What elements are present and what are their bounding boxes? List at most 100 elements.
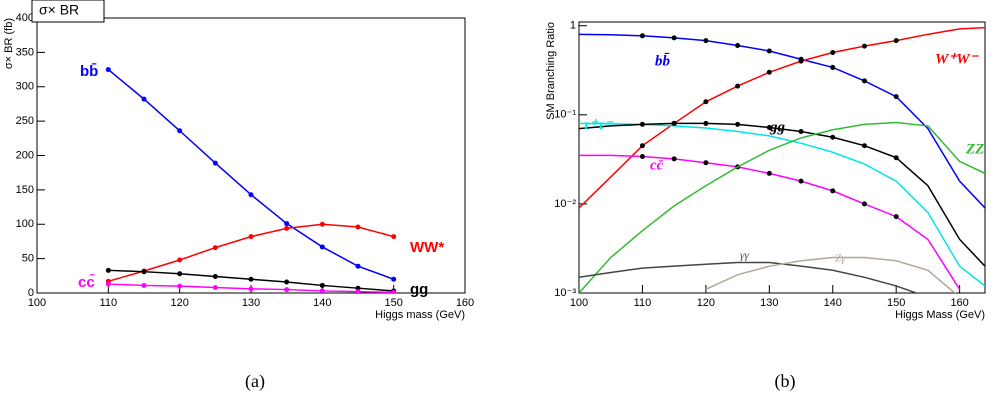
marker: [105, 67, 111, 73]
marker: [248, 234, 254, 240]
series-line: [579, 122, 985, 267]
marker: [319, 282, 325, 288]
y-tick-label: 150: [16, 184, 34, 196]
x-tick-label: 150: [384, 297, 402, 309]
marker: [105, 267, 111, 273]
marker: [284, 225, 290, 231]
series-line: [579, 261, 919, 293]
y-axis-label: σ× BR (fb): [3, 18, 15, 69]
x-tick-label: 140: [313, 297, 331, 309]
series-label: gg: [410, 281, 428, 298]
marker: [212, 245, 218, 251]
marker: [861, 143, 867, 149]
series-label: ZZ: [965, 141, 984, 157]
marker: [391, 276, 397, 282]
marker: [248, 286, 254, 292]
y-tick-label: 10⁻²: [554, 198, 576, 210]
marker: [893, 214, 899, 220]
marker: [355, 263, 361, 269]
marker: [671, 156, 677, 162]
marker: [639, 121, 645, 127]
y-tick-label: 10⁻¹: [554, 109, 576, 121]
marker: [355, 224, 361, 230]
marker: [703, 99, 709, 105]
x-tick-label: 100: [28, 297, 46, 309]
plot-area: [579, 26, 985, 293]
marker: [319, 221, 325, 227]
series-label: WW*: [410, 239, 444, 256]
marker: [639, 143, 645, 149]
series-label: bb̄: [80, 62, 98, 80]
marker: [735, 83, 741, 89]
marker: [861, 78, 867, 84]
x-tick-label: 120: [170, 297, 188, 309]
x-tick-label: 160: [950, 297, 968, 309]
x-tick-label: 160: [456, 297, 474, 309]
x-tick-label: 130: [760, 297, 778, 309]
y-tick-label: 400: [16, 12, 34, 24]
y-tick-label: 1: [570, 20, 576, 32]
marker: [703, 38, 709, 44]
series-line: [107, 68, 394, 280]
x-tick-label: 120: [697, 297, 715, 309]
marker: [212, 274, 218, 279]
marker: [177, 128, 183, 134]
series-line: [579, 33, 985, 209]
marker: [893, 155, 899, 161]
marker: [212, 285, 218, 290]
y-tick-label: 350: [16, 46, 34, 58]
plot-frame: [578, 21, 986, 294]
y-tick-label: 10⁻³: [554, 287, 576, 299]
x-tick-label: 100: [570, 297, 588, 309]
marker: [798, 178, 804, 184]
caption: (a): [245, 371, 265, 392]
marker: [284, 221, 290, 227]
marker: [735, 42, 741, 48]
x-tick-label: 110: [100, 297, 118, 309]
marker: [766, 170, 772, 176]
y-tick-label: 250: [16, 115, 34, 127]
marker: [391, 289, 397, 293]
marker: [766, 69, 772, 75]
marker: [391, 234, 397, 240]
y-tick-label: 50: [22, 253, 34, 265]
x-axis-label: Higgs mass (GeV): [375, 309, 465, 321]
marker: [639, 154, 645, 160]
plot-area: [105, 67, 397, 293]
marker: [703, 160, 709, 166]
marker: [798, 58, 804, 64]
marker: [830, 64, 836, 70]
marker: [830, 134, 836, 140]
series-line: [579, 121, 985, 293]
marker: [105, 281, 111, 287]
marker: [766, 48, 772, 54]
plot-frame: [36, 17, 466, 294]
series-label: bb̄: [655, 53, 671, 69]
chart-title: σ× BR: [39, 2, 79, 18]
series-label: cc̄: [78, 273, 95, 291]
marker: [671, 120, 677, 126]
marker: [830, 188, 836, 194]
x-axis-label: Higgs Mass (GeV): [895, 309, 985, 321]
y-tick-label: 300: [16, 81, 34, 93]
series-line: [579, 26, 985, 209]
marker: [355, 285, 361, 291]
y-tick-label: 0: [28, 287, 34, 299]
marker: [319, 288, 325, 293]
marker: [735, 121, 741, 127]
series-label: Zγ: [835, 253, 846, 265]
series-label: τ⁺τ⁻: [583, 117, 614, 133]
series-label: gg: [769, 119, 786, 135]
marker: [248, 276, 254, 282]
series-label: γγ: [740, 250, 749, 262]
x-tick-label: 150: [887, 297, 905, 309]
marker: [248, 192, 254, 198]
series-label: W⁺W⁻: [935, 51, 980, 67]
marker: [141, 96, 147, 102]
marker: [284, 287, 290, 293]
marker: [212, 160, 218, 166]
marker: [141, 282, 147, 288]
marker: [284, 279, 290, 285]
marker: [798, 128, 804, 134]
